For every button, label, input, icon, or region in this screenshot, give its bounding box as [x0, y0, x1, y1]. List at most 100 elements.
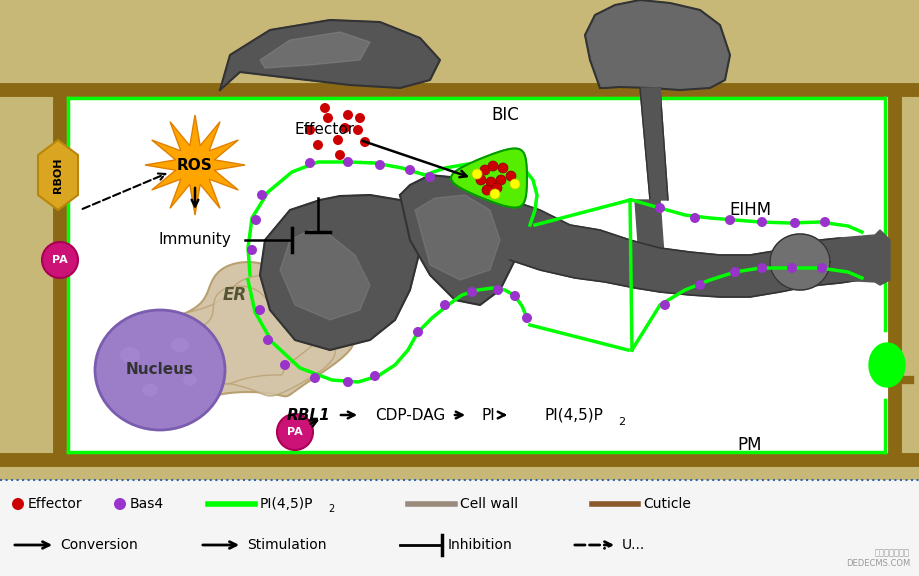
Circle shape: [505, 171, 516, 181]
Polygon shape: [584, 0, 729, 90]
Polygon shape: [175, 286, 321, 384]
Polygon shape: [220, 20, 439, 90]
Circle shape: [353, 125, 363, 135]
Circle shape: [659, 300, 669, 310]
Polygon shape: [260, 32, 369, 68]
Text: PA: PA: [52, 255, 68, 265]
Polygon shape: [414, 195, 499, 280]
Polygon shape: [647, 88, 659, 105]
Circle shape: [689, 213, 699, 223]
FancyBboxPatch shape: [66, 96, 888, 454]
Text: Cell wall: Cell wall: [460, 497, 517, 511]
Circle shape: [471, 169, 482, 179]
Circle shape: [355, 113, 365, 123]
Circle shape: [475, 175, 485, 185]
Polygon shape: [400, 175, 519, 305]
Text: Effector: Effector: [28, 497, 83, 511]
Polygon shape: [640, 88, 667, 200]
Ellipse shape: [142, 384, 158, 396]
Circle shape: [816, 263, 826, 273]
Circle shape: [12, 498, 24, 510]
Text: RBL1: RBL1: [286, 407, 330, 423]
Text: PI(4,5)P: PI(4,5)P: [260, 497, 313, 511]
Circle shape: [340, 123, 349, 133]
Polygon shape: [868, 343, 904, 387]
Text: Bas4: Bas4: [130, 497, 164, 511]
Circle shape: [786, 263, 796, 273]
Circle shape: [404, 165, 414, 175]
Circle shape: [482, 185, 492, 195]
Circle shape: [495, 175, 505, 185]
Circle shape: [320, 103, 330, 113]
Circle shape: [654, 203, 664, 213]
Circle shape: [729, 267, 739, 277]
Circle shape: [497, 163, 507, 173]
Text: Stimulation: Stimulation: [246, 538, 326, 552]
Circle shape: [439, 300, 449, 310]
Text: PI: PI: [481, 407, 494, 423]
Circle shape: [485, 177, 495, 187]
Circle shape: [343, 377, 353, 387]
Circle shape: [467, 287, 476, 297]
Polygon shape: [142, 262, 354, 396]
Polygon shape: [279, 230, 369, 320]
Text: CDP-DAG: CDP-DAG: [374, 407, 445, 423]
Text: RBOH: RBOH: [53, 157, 62, 193]
Polygon shape: [161, 275, 335, 396]
Circle shape: [724, 215, 734, 225]
Text: EIHM: EIHM: [728, 201, 770, 219]
Ellipse shape: [119, 347, 140, 363]
Text: Immunity: Immunity: [158, 232, 231, 247]
Circle shape: [756, 263, 766, 273]
Polygon shape: [38, 140, 78, 210]
Circle shape: [263, 335, 273, 345]
Polygon shape: [450, 149, 527, 207]
Text: PM: PM: [737, 436, 762, 454]
Circle shape: [480, 165, 490, 175]
Circle shape: [756, 217, 766, 227]
Circle shape: [343, 110, 353, 120]
Text: BIC: BIC: [491, 106, 518, 124]
Circle shape: [114, 498, 126, 510]
Text: ER: ER: [222, 286, 247, 304]
Circle shape: [521, 313, 531, 323]
Circle shape: [305, 125, 314, 135]
Circle shape: [305, 158, 314, 168]
Polygon shape: [509, 200, 859, 297]
Circle shape: [789, 218, 800, 228]
Text: Inhibition: Inhibition: [448, 538, 512, 552]
Circle shape: [487, 161, 497, 171]
Circle shape: [42, 242, 78, 278]
Circle shape: [509, 291, 519, 301]
Polygon shape: [769, 234, 829, 290]
Circle shape: [492, 183, 502, 193]
Circle shape: [310, 373, 320, 383]
Circle shape: [279, 360, 289, 370]
Circle shape: [425, 172, 435, 182]
Circle shape: [413, 327, 423, 337]
Text: 织内容管理系统
DEDECMS.COM: 织内容管理系统 DEDECMS.COM: [845, 548, 909, 568]
Circle shape: [694, 280, 704, 290]
Text: PA: PA: [287, 427, 302, 437]
Circle shape: [375, 160, 384, 170]
Ellipse shape: [183, 374, 197, 385]
Text: Nucleus: Nucleus: [126, 362, 194, 377]
Circle shape: [323, 113, 333, 123]
Circle shape: [335, 150, 345, 160]
Circle shape: [359, 137, 369, 147]
Text: 2: 2: [328, 504, 334, 514]
Circle shape: [312, 140, 323, 150]
Polygon shape: [634, 200, 664, 270]
Text: Effector: Effector: [295, 123, 355, 138]
Text: ROS: ROS: [177, 157, 212, 172]
Ellipse shape: [171, 338, 188, 352]
Text: PI(4,5)P: PI(4,5)P: [544, 407, 603, 423]
FancyBboxPatch shape: [0, 0, 919, 480]
Circle shape: [493, 285, 503, 295]
Circle shape: [369, 371, 380, 381]
Polygon shape: [145, 115, 244, 215]
Circle shape: [255, 305, 265, 315]
Polygon shape: [260, 195, 420, 350]
Text: Cuticle: Cuticle: [642, 497, 690, 511]
Circle shape: [256, 190, 267, 200]
